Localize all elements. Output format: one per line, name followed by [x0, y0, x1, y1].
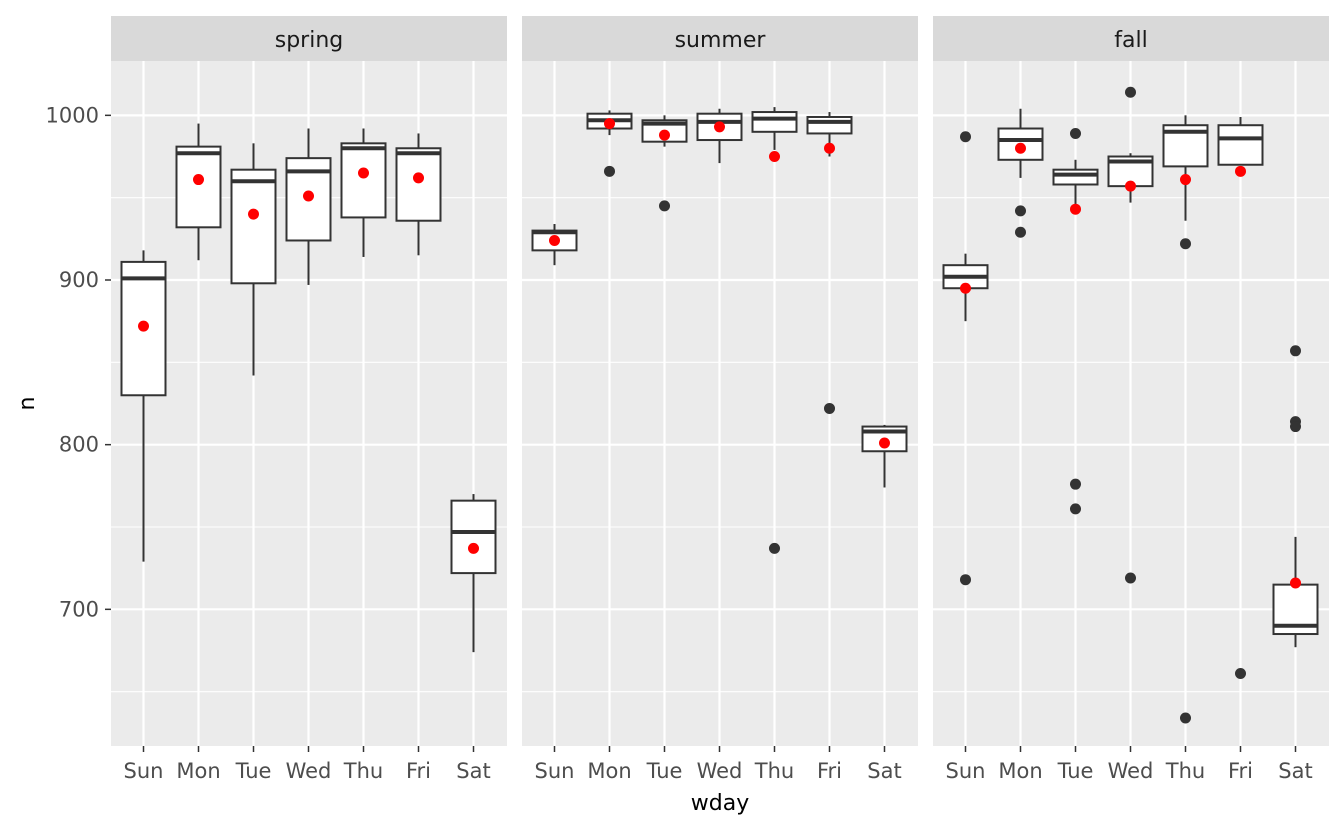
box-fall-tue	[1052, 168, 1099, 186]
mean-point-fall-wed	[1125, 180, 1136, 192]
mean-point-spring-sun	[138, 320, 149, 332]
outlier-point-fall-thu	[1180, 238, 1191, 250]
x-tick-label-fall-wed: Wed	[1108, 759, 1154, 783]
x-tick-label-summer-thu: Thu	[754, 759, 794, 783]
mean-point-summer-fri	[824, 142, 835, 154]
box-spring-thu	[340, 142, 387, 219]
y-tick-label-1000: 1000	[46, 103, 99, 127]
x-tick-label-summer-sun: Sun	[535, 759, 575, 783]
box-spring-fri	[395, 147, 442, 222]
x-tick-label-spring-sun: Sun	[124, 759, 164, 783]
mean-point-summer-mon	[604, 118, 615, 130]
outlier-point-fall-tue	[1070, 127, 1081, 139]
y-tick-label-900: 900	[59, 268, 99, 292]
mean-point-spring-fri	[413, 172, 424, 184]
strip-label-summer: summer	[675, 28, 767, 53]
mean-point-fall-sun	[960, 282, 971, 294]
box-spring-tue	[230, 168, 277, 285]
mean-point-summer-wed	[714, 121, 725, 133]
box-summer-fri	[806, 115, 853, 135]
outlier-point-summer-fri	[824, 402, 835, 414]
x-tick-label-spring-sat: Sat	[456, 759, 490, 783]
strip-background-spring	[111, 16, 507, 61]
mean-point-summer-sun	[549, 234, 560, 246]
x-tick-label-fall-tue: Tue	[1057, 759, 1094, 783]
outlier-point-fall-sun	[960, 131, 971, 143]
y-tick-label-700: 700	[59, 597, 99, 621]
outlier-point-fall-sat	[1290, 345, 1301, 357]
box-fall-fri	[1217, 124, 1264, 166]
x-tick-label-fall-sun: Sun	[946, 759, 986, 783]
x-tick-label-spring-tue: Tue	[235, 759, 272, 783]
outlier-point-fall-mon	[1015, 205, 1026, 217]
outlier-point-fall-tue	[1070, 478, 1081, 490]
x-tick-label-spring-thu: Thu	[343, 759, 383, 783]
x-tick-label-summer-tue: Tue	[646, 759, 683, 783]
mean-point-fall-sat	[1290, 577, 1301, 589]
y-tick-label-800: 800	[59, 433, 99, 457]
mean-point-spring-sat	[468, 542, 479, 554]
x-tick-label-fall-fri: Fri	[1228, 759, 1253, 783]
strip-background-fall	[933, 16, 1329, 61]
x-tick-label-spring-mon: Mon	[176, 759, 220, 783]
mean-point-spring-mon	[193, 174, 204, 186]
x-tick-label-spring-fri: Fri	[406, 759, 431, 783]
mean-point-summer-sat	[879, 437, 890, 449]
box-spring-mon	[175, 145, 222, 229]
mean-point-fall-mon	[1015, 142, 1026, 154]
outlier-point-fall-sun	[960, 574, 971, 586]
mean-point-fall-tue	[1070, 203, 1081, 215]
mean-point-fall-thu	[1180, 174, 1191, 186]
x-tick-label-spring-wed: Wed	[286, 759, 332, 783]
outlier-point-fall-wed	[1125, 86, 1136, 98]
mean-point-spring-tue	[248, 208, 259, 220]
strip-background-summer	[522, 16, 918, 61]
box-summer-thu	[751, 111, 798, 133]
x-tick-label-fall-thu: Thu	[1165, 759, 1205, 783]
mean-point-spring-thu	[358, 167, 369, 179]
outlier-point-fall-thu	[1180, 712, 1191, 724]
mean-point-summer-tue	[659, 129, 670, 141]
outlier-point-summer-thu	[769, 542, 780, 554]
outlier-point-fall-tue	[1070, 503, 1081, 515]
box-fall-mon	[997, 127, 1044, 161]
outlier-point-fall-fri	[1235, 668, 1246, 680]
strip-label-spring: spring	[275, 28, 344, 53]
outlier-point-summer-mon	[604, 165, 615, 177]
outlier-point-fall-mon	[1015, 226, 1026, 238]
strip-label-fall: fall	[1114, 28, 1147, 53]
outlier-point-summer-tue	[659, 200, 670, 212]
x-tick-label-summer-mon: Mon	[587, 759, 631, 783]
x-tick-label-summer-fri: Fri	[817, 759, 842, 783]
y-axis-title: n	[15, 397, 40, 411]
outlier-point-fall-sat	[1290, 421, 1301, 433]
x-tick-label-fall-sat: Sat	[1278, 759, 1312, 783]
outlier-point-fall-wed	[1125, 572, 1136, 584]
mean-point-summer-thu	[769, 151, 780, 163]
x-tick-label-summer-wed: Wed	[697, 759, 743, 783]
x-axis-title: wday	[691, 791, 749, 816]
mean-point-fall-fri	[1235, 165, 1246, 177]
x-tick-label-summer-sat: Sat	[867, 759, 901, 783]
mean-point-spring-wed	[303, 190, 314, 202]
box-spring-sat	[450, 499, 497, 575]
x-tick-label-fall-mon: Mon	[998, 759, 1042, 783]
